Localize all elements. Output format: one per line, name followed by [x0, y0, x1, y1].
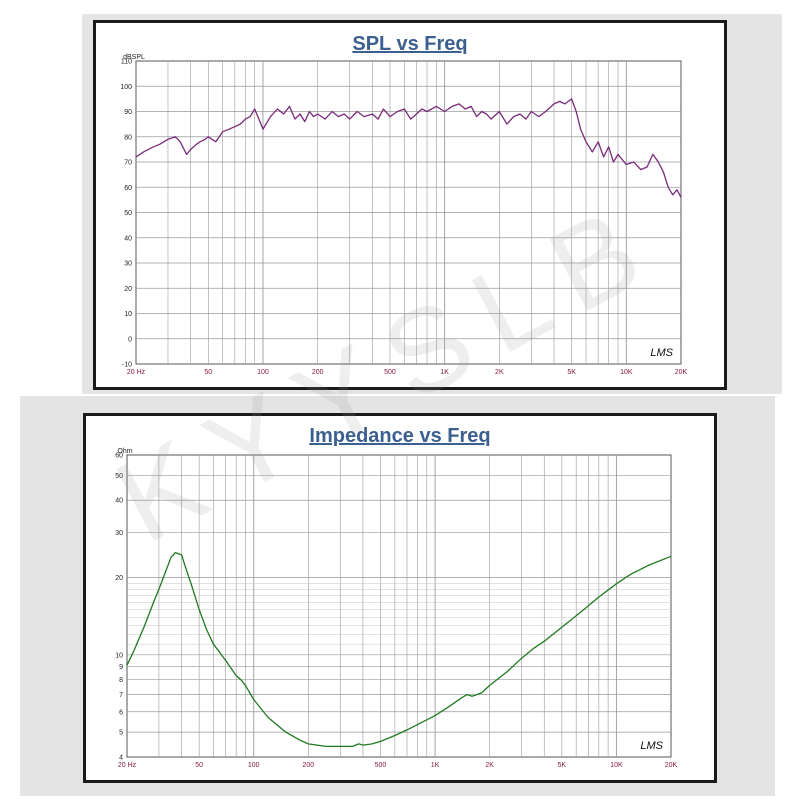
impedance-logo: LMS	[640, 740, 663, 752]
spl-chart-title: SPL vs Freq	[352, 33, 468, 55]
impedance-x-tick-label: 50	[195, 762, 203, 769]
spl-x-tick-label: 5K	[567, 369, 576, 376]
impedance-x-tick-label: 200	[302, 762, 314, 769]
spl-y-tick-label: 100	[120, 84, 132, 91]
spl-x-tick-label: 100	[257, 369, 269, 376]
impedance-y-tick-label: 20	[115, 575, 123, 582]
spl-x-tick-label: 500	[384, 369, 396, 376]
impedance-x-tick-label: 20 Hz	[118, 762, 137, 769]
spl-logo: LMS	[650, 347, 673, 359]
spl-y-tick-label: 30	[124, 261, 132, 268]
spl-y-tick-label: 70	[124, 160, 132, 167]
impedance-y-tick-label: 6	[119, 709, 123, 716]
spl-y-tick-label: 60	[124, 185, 132, 192]
spl-x-tick-label: 20K	[675, 369, 688, 376]
impedance-series-line	[126, 551, 672, 748]
impedance-x-tick-label: 500	[375, 762, 387, 769]
impedance-y-tick-label: 10	[115, 652, 123, 659]
spl-x-tick-label: 50	[204, 369, 212, 376]
impedance-x-tick-label: 2K	[485, 762, 494, 769]
spl-x-tick-label: 10K	[620, 369, 633, 376]
spl-y-tick-label: 110	[121, 59, 132, 66]
spl-x-tick-label: 200	[312, 369, 324, 376]
impedance-x-tick-label: 1K	[431, 762, 440, 769]
impedance-y-tick-label: 8	[119, 677, 123, 684]
spl-y-tick-label: 20	[124, 286, 132, 293]
impedance-y-tick-label: 30	[115, 530, 123, 537]
impedance-y-tick-label: 5	[119, 730, 123, 737]
impedance-y-tick-label: 60	[115, 453, 123, 460]
spl-y-tick-label: 80	[124, 134, 132, 141]
impedance-chart-title: Impedance vs Freq	[309, 425, 491, 447]
impedance-x-tick-label: 5K	[558, 762, 567, 769]
impedance-y-axis-label: Ohm	[117, 448, 132, 455]
spl-y-tick-label: -10	[122, 362, 132, 369]
spl-y-tick-label: 40	[124, 235, 132, 242]
spl-y-axis-label: dBSPL	[123, 54, 145, 61]
impedance-y-tick-label: 7	[119, 692, 123, 699]
spl-x-tick-label: 20 Hz	[127, 369, 146, 376]
spl-x-tick-label: 2K	[495, 369, 504, 376]
spl-y-tick-label: 10	[124, 311, 132, 318]
impedance-x-tick-label: 10K	[610, 762, 623, 769]
impedance-y-tick-label: 4	[119, 755, 123, 762]
spl-y-tick-label: 0	[128, 336, 132, 343]
impedance-y-tick-label: 40	[115, 498, 123, 505]
spl-y-tick-label: 50	[124, 210, 132, 217]
impedance-x-tick-label: 100	[248, 762, 260, 769]
spl-x-tick-label: 1K	[440, 369, 449, 376]
spl-y-tick-label: 90	[124, 109, 132, 116]
spl-series-line	[135, 98, 682, 198]
impedance-y-tick-label: 50	[115, 473, 123, 480]
impedance-x-tick-label: 20K	[665, 762, 678, 769]
impedance-plot-area	[126, 454, 672, 758]
impedance-y-tick-label: 9	[119, 664, 123, 671]
